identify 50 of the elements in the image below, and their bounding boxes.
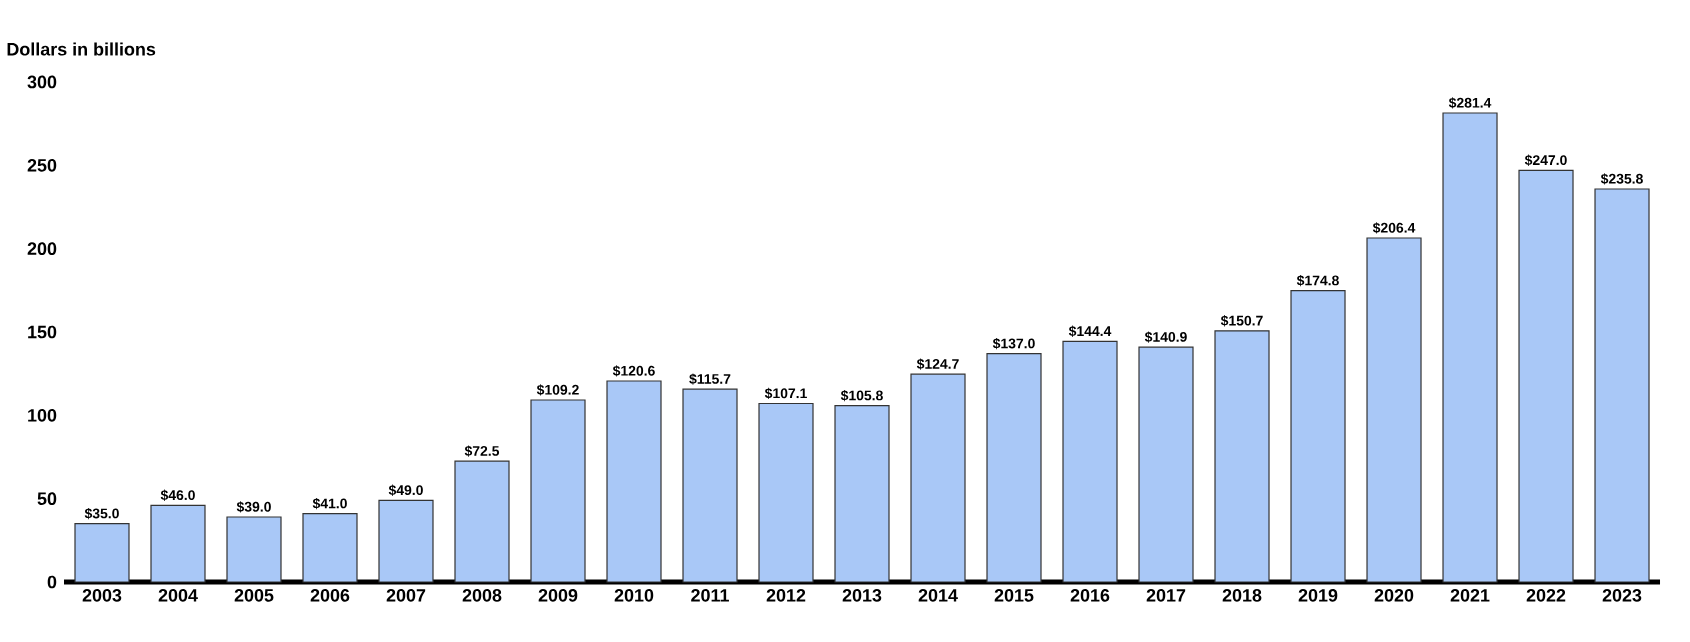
y-axis-title: Dollars in billions <box>7 42 156 56</box>
bar <box>1442 112 1498 583</box>
x-tick-label: 2004 <box>158 589 198 602</box>
x-tick-label: 2016 <box>1070 589 1110 602</box>
x-tick-label: 2017 <box>1146 589 1186 602</box>
bar <box>1366 237 1422 583</box>
x-tick-label: 2008 <box>462 589 502 602</box>
bar <box>606 380 662 583</box>
y-tick-label: 300 <box>27 75 57 89</box>
bar <box>1518 169 1574 583</box>
y-tick-label: 50 <box>37 492 57 506</box>
bar <box>834 405 890 583</box>
x-tick-label: 2019 <box>1298 589 1338 602</box>
x-tick-label: 2018 <box>1222 589 1262 602</box>
x-tick-label: 2013 <box>842 589 882 602</box>
y-tick-label: 250 <box>27 158 57 172</box>
y-tick-label: 0 <box>47 575 57 589</box>
bar <box>910 373 966 583</box>
bar <box>1214 330 1270 583</box>
bar <box>682 388 738 583</box>
y-tick-label: 150 <box>28 325 57 339</box>
bar <box>530 399 586 583</box>
bar <box>74 523 130 583</box>
bar <box>302 513 358 583</box>
x-tick-label: 2020 <box>1374 589 1414 602</box>
bar <box>758 402 814 583</box>
bar <box>1594 188 1650 583</box>
bar <box>454 460 510 583</box>
y-tick-label: 200 <box>27 242 57 256</box>
x-tick-label: 2015 <box>994 589 1034 602</box>
x-tick-label: 2021 <box>1450 589 1490 602</box>
bar <box>1138 346 1194 583</box>
x-tick-label: 2003 <box>82 589 122 602</box>
x-tick-label: 2012 <box>766 589 806 602</box>
x-tick-label: 2023 <box>1602 589 1642 602</box>
bar <box>986 353 1042 583</box>
x-tick-label: 2011 <box>691 589 729 602</box>
x-tick-label: 2022 <box>1526 589 1566 602</box>
x-tick-label: 2005 <box>234 589 274 602</box>
x-tick-label: 2014 <box>918 589 958 602</box>
bar <box>1062 340 1118 583</box>
y-tick-label: 100 <box>28 408 57 422</box>
x-tick-label: 2006 <box>310 589 350 602</box>
bar <box>226 516 282 583</box>
bar <box>150 504 206 583</box>
x-tick-label: 2010 <box>614 589 654 602</box>
x-tick-label: 2007 <box>386 589 426 602</box>
x-tick-label: 2009 <box>538 589 578 602</box>
bar <box>1290 290 1346 583</box>
bar <box>378 499 434 583</box>
